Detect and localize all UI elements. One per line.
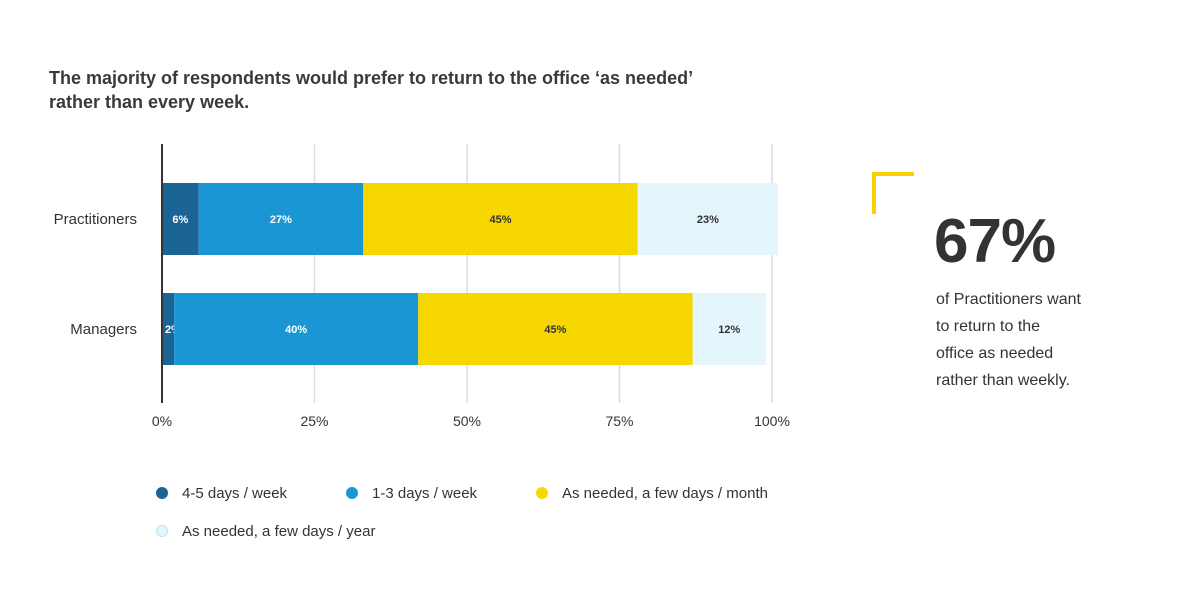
legend-label: 4-5 days / week (182, 484, 288, 502)
callout-line: of Practitioners want (936, 291, 1081, 308)
data-label: 45% (490, 214, 512, 226)
legend-item: 1-3 days / week (346, 484, 536, 502)
callout-line: rather than weekly. (936, 372, 1070, 389)
callout-line: to return to the (936, 318, 1041, 335)
callout-line: office as needed (936, 345, 1054, 362)
legend-label: As needed, a few days / month (562, 484, 768, 502)
category-label: Managers (70, 321, 137, 338)
data-label: 6% (172, 214, 188, 226)
x-tick-label: 0% (152, 413, 172, 429)
bar-segment (363, 183, 638, 255)
bar-segment (174, 293, 419, 365)
x-tick-label: 50% (453, 413, 481, 429)
category-label: Practitioners (54, 211, 137, 228)
chart-title-line-2: rather than every week. (49, 92, 250, 112)
legend-item: As needed, a few days / year (156, 522, 856, 540)
chart-title: The majority of respondents would prefer… (49, 66, 809, 114)
chart-legend: 4-5 days / week 1-3 days / week As needed,… (156, 484, 856, 540)
callout-stat: 67% (934, 207, 1056, 276)
data-label: 23% (697, 214, 719, 226)
callout-bracket (872, 172, 914, 214)
bar-segment (418, 293, 693, 365)
bar-segment (162, 183, 199, 255)
x-tick-label: 100% (754, 413, 790, 429)
legend-label: As needed, a few days / year (182, 522, 376, 540)
bar-segment (162, 293, 175, 365)
bar-segment (692, 293, 766, 365)
legend-swatch (346, 487, 358, 499)
legend-item: 4-5 days / week (156, 484, 346, 502)
chart-title-line-1: The majority of respondents would prefer… (49, 68, 694, 88)
legend-swatch (156, 487, 168, 499)
data-label: 45% (544, 324, 566, 336)
bar-segment (198, 183, 364, 255)
legend-swatch (536, 487, 548, 499)
x-tick-label: 75% (605, 413, 633, 429)
data-label: 40% (285, 324, 307, 336)
x-tick-label: 25% (300, 413, 328, 429)
data-label: 12% (718, 324, 740, 336)
callout-description: of Practitioners want to return to the o… (936, 286, 1136, 394)
legend-item: As needed, a few days / month (536, 484, 856, 502)
data-label: 27% (270, 214, 292, 226)
legend-label: 1-3 days / week (372, 484, 478, 502)
legend-swatch (156, 525, 168, 537)
bar-segment (637, 183, 779, 255)
